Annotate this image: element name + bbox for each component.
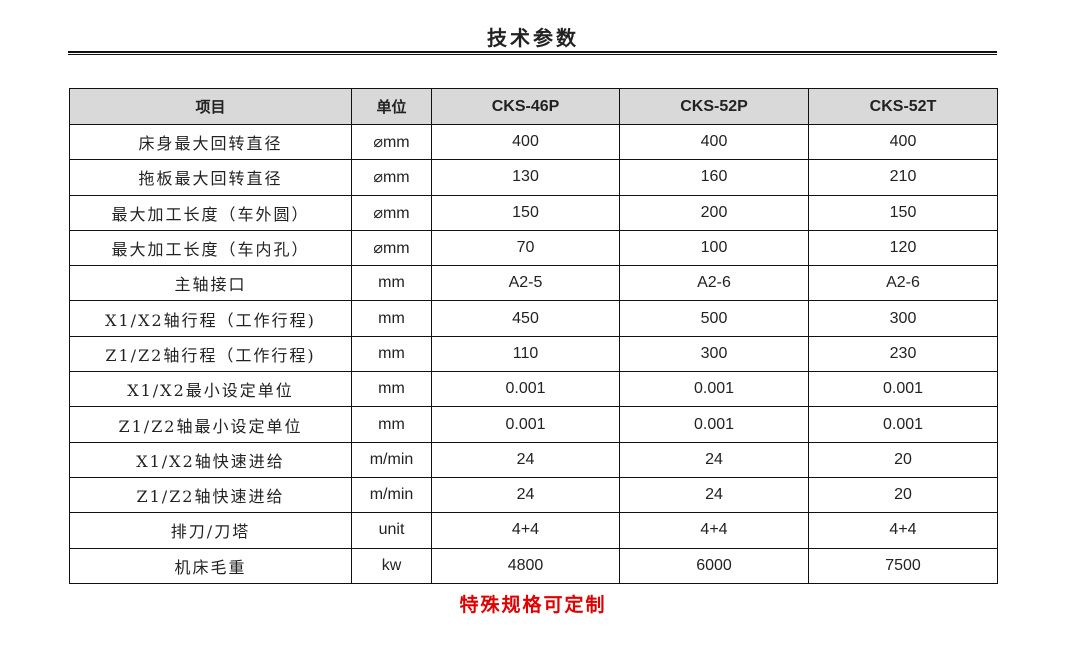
- header-unit: 单位: [351, 88, 432, 125]
- row-unit: m/min: [351, 476, 432, 514]
- table-row: Z1/Z2轴快速进给 m/min 24 24 20: [69, 476, 998, 514]
- row-label: 最大加工长度（车外圆）: [69, 194, 352, 231]
- row-value: 0.001: [431, 406, 620, 443]
- row-label: X1/X2轴快速进给: [69, 441, 352, 478]
- header-item: 项目: [69, 88, 352, 125]
- row-label: Z1/Z2轴最小设定单位: [69, 406, 352, 443]
- row-value: 4+4: [431, 512, 620, 549]
- row-value: 24: [619, 476, 809, 514]
- row-value: 300: [619, 335, 809, 373]
- row-value: 4800: [431, 547, 620, 584]
- header-model: CKS-52P: [619, 88, 809, 125]
- row-label: 机床毛重: [69, 547, 352, 584]
- row-value: 230: [808, 335, 998, 373]
- row-value: 6000: [619, 547, 809, 584]
- row-unit: mm: [351, 371, 432, 408]
- row-unit: ⌀mm: [351, 159, 432, 196]
- custom-spec-note: 特殊规格可定制: [459, 594, 607, 616]
- row-value: 160: [619, 159, 809, 196]
- row-unit: ⌀mm: [351, 194, 432, 231]
- spec-table: 项目 单位 CKS-46P CKS-52P CKS-52T 床身最大回转直径 ⌀m…: [69, 88, 998, 584]
- row-value: 400: [619, 123, 809, 161]
- table-row: 机床毛重 kw 4800 6000 7500: [69, 547, 998, 584]
- row-value: 150: [431, 194, 620, 231]
- row-unit: mm: [351, 335, 432, 373]
- row-value: 20: [808, 441, 998, 478]
- row-unit: kw: [351, 547, 432, 584]
- row-label: X1/X2最小设定单位: [69, 371, 352, 408]
- row-value: A2-6: [808, 265, 998, 302]
- table-row: 最大加工长度（车内孔） ⌀mm 70 100 120: [69, 229, 998, 267]
- row-value: 100: [619, 229, 809, 267]
- row-value: 500: [619, 300, 809, 337]
- row-value: 150: [808, 194, 998, 231]
- row-value: 130: [431, 159, 620, 196]
- row-label: 床身最大回转直径: [69, 123, 352, 161]
- table-row: X1/X2轴快速进给 m/min 24 24 20: [69, 441, 998, 478]
- title-divider: [68, 51, 997, 55]
- row-value: 4+4: [808, 512, 998, 549]
- row-value: 210: [808, 159, 998, 196]
- row-value: 120: [808, 229, 998, 267]
- row-value: 24: [431, 441, 620, 478]
- row-value: 0.001: [808, 371, 998, 408]
- row-value: A2-6: [619, 265, 809, 302]
- header-model: CKS-52T: [808, 88, 998, 125]
- row-label: Z1/Z2轴快速进给: [69, 476, 352, 514]
- row-value: 24: [619, 441, 809, 478]
- row-value: 7500: [808, 547, 998, 584]
- table-row: Z1/Z2轴最小设定单位 mm 0.001 0.001 0.001: [69, 406, 998, 443]
- table-row: Z1/Z2轴行程（工作行程) mm 110 300 230: [69, 335, 998, 373]
- row-value: 24: [431, 476, 620, 514]
- row-value: A2-5: [431, 265, 620, 302]
- row-value: 0.001: [808, 406, 998, 443]
- table-row: 主轴接口 mm A2-5 A2-6 A2-6: [69, 265, 998, 302]
- row-value: 400: [808, 123, 998, 161]
- page-title: 技术参数: [487, 26, 579, 50]
- row-label: 最大加工长度（车内孔）: [69, 229, 352, 267]
- row-value: 450: [431, 300, 620, 337]
- table-row: 排刀/刀塔 unit 4+4 4+4 4+4: [69, 512, 998, 549]
- row-label: X1/X2轴行程（工作行程): [69, 300, 352, 337]
- table-row: 最大加工长度（车外圆） ⌀mm 150 200 150: [69, 194, 998, 231]
- row-unit: m/min: [351, 441, 432, 478]
- row-unit: unit: [351, 512, 432, 549]
- row-unit: mm: [351, 406, 432, 443]
- row-unit: ⌀mm: [351, 229, 432, 267]
- table-row: 拖板最大回转直径 ⌀mm 130 160 210: [69, 159, 998, 196]
- row-label: 主轴接口: [69, 265, 352, 302]
- row-unit: ⌀mm: [351, 123, 432, 161]
- row-label: 拖板最大回转直径: [69, 159, 352, 196]
- row-label: Z1/Z2轴行程（工作行程): [69, 335, 352, 373]
- row-value: 70: [431, 229, 620, 267]
- table-header-row: 项目 单位 CKS-46P CKS-52P CKS-52T: [69, 88, 998, 125]
- row-value: 20: [808, 476, 998, 514]
- table-row: X1/X2最小设定单位 mm 0.001 0.001 0.001: [69, 371, 998, 408]
- row-value: 200: [619, 194, 809, 231]
- row-value: 110: [431, 335, 620, 373]
- row-unit: mm: [351, 300, 432, 337]
- table-row: 床身最大回转直径 ⌀mm 400 400 400: [69, 123, 998, 161]
- row-label: 排刀/刀塔: [69, 512, 352, 549]
- header-model: CKS-46P: [431, 88, 620, 125]
- row-value: 400: [431, 123, 620, 161]
- row-value: 0.001: [431, 371, 620, 408]
- table-row: X1/X2轴行程（工作行程) mm 450 500 300: [69, 300, 998, 337]
- row-value: 4+4: [619, 512, 809, 549]
- row-unit: mm: [351, 265, 432, 302]
- row-value: 0.001: [619, 371, 809, 408]
- row-value: 0.001: [619, 406, 809, 443]
- row-value: 300: [808, 300, 998, 337]
